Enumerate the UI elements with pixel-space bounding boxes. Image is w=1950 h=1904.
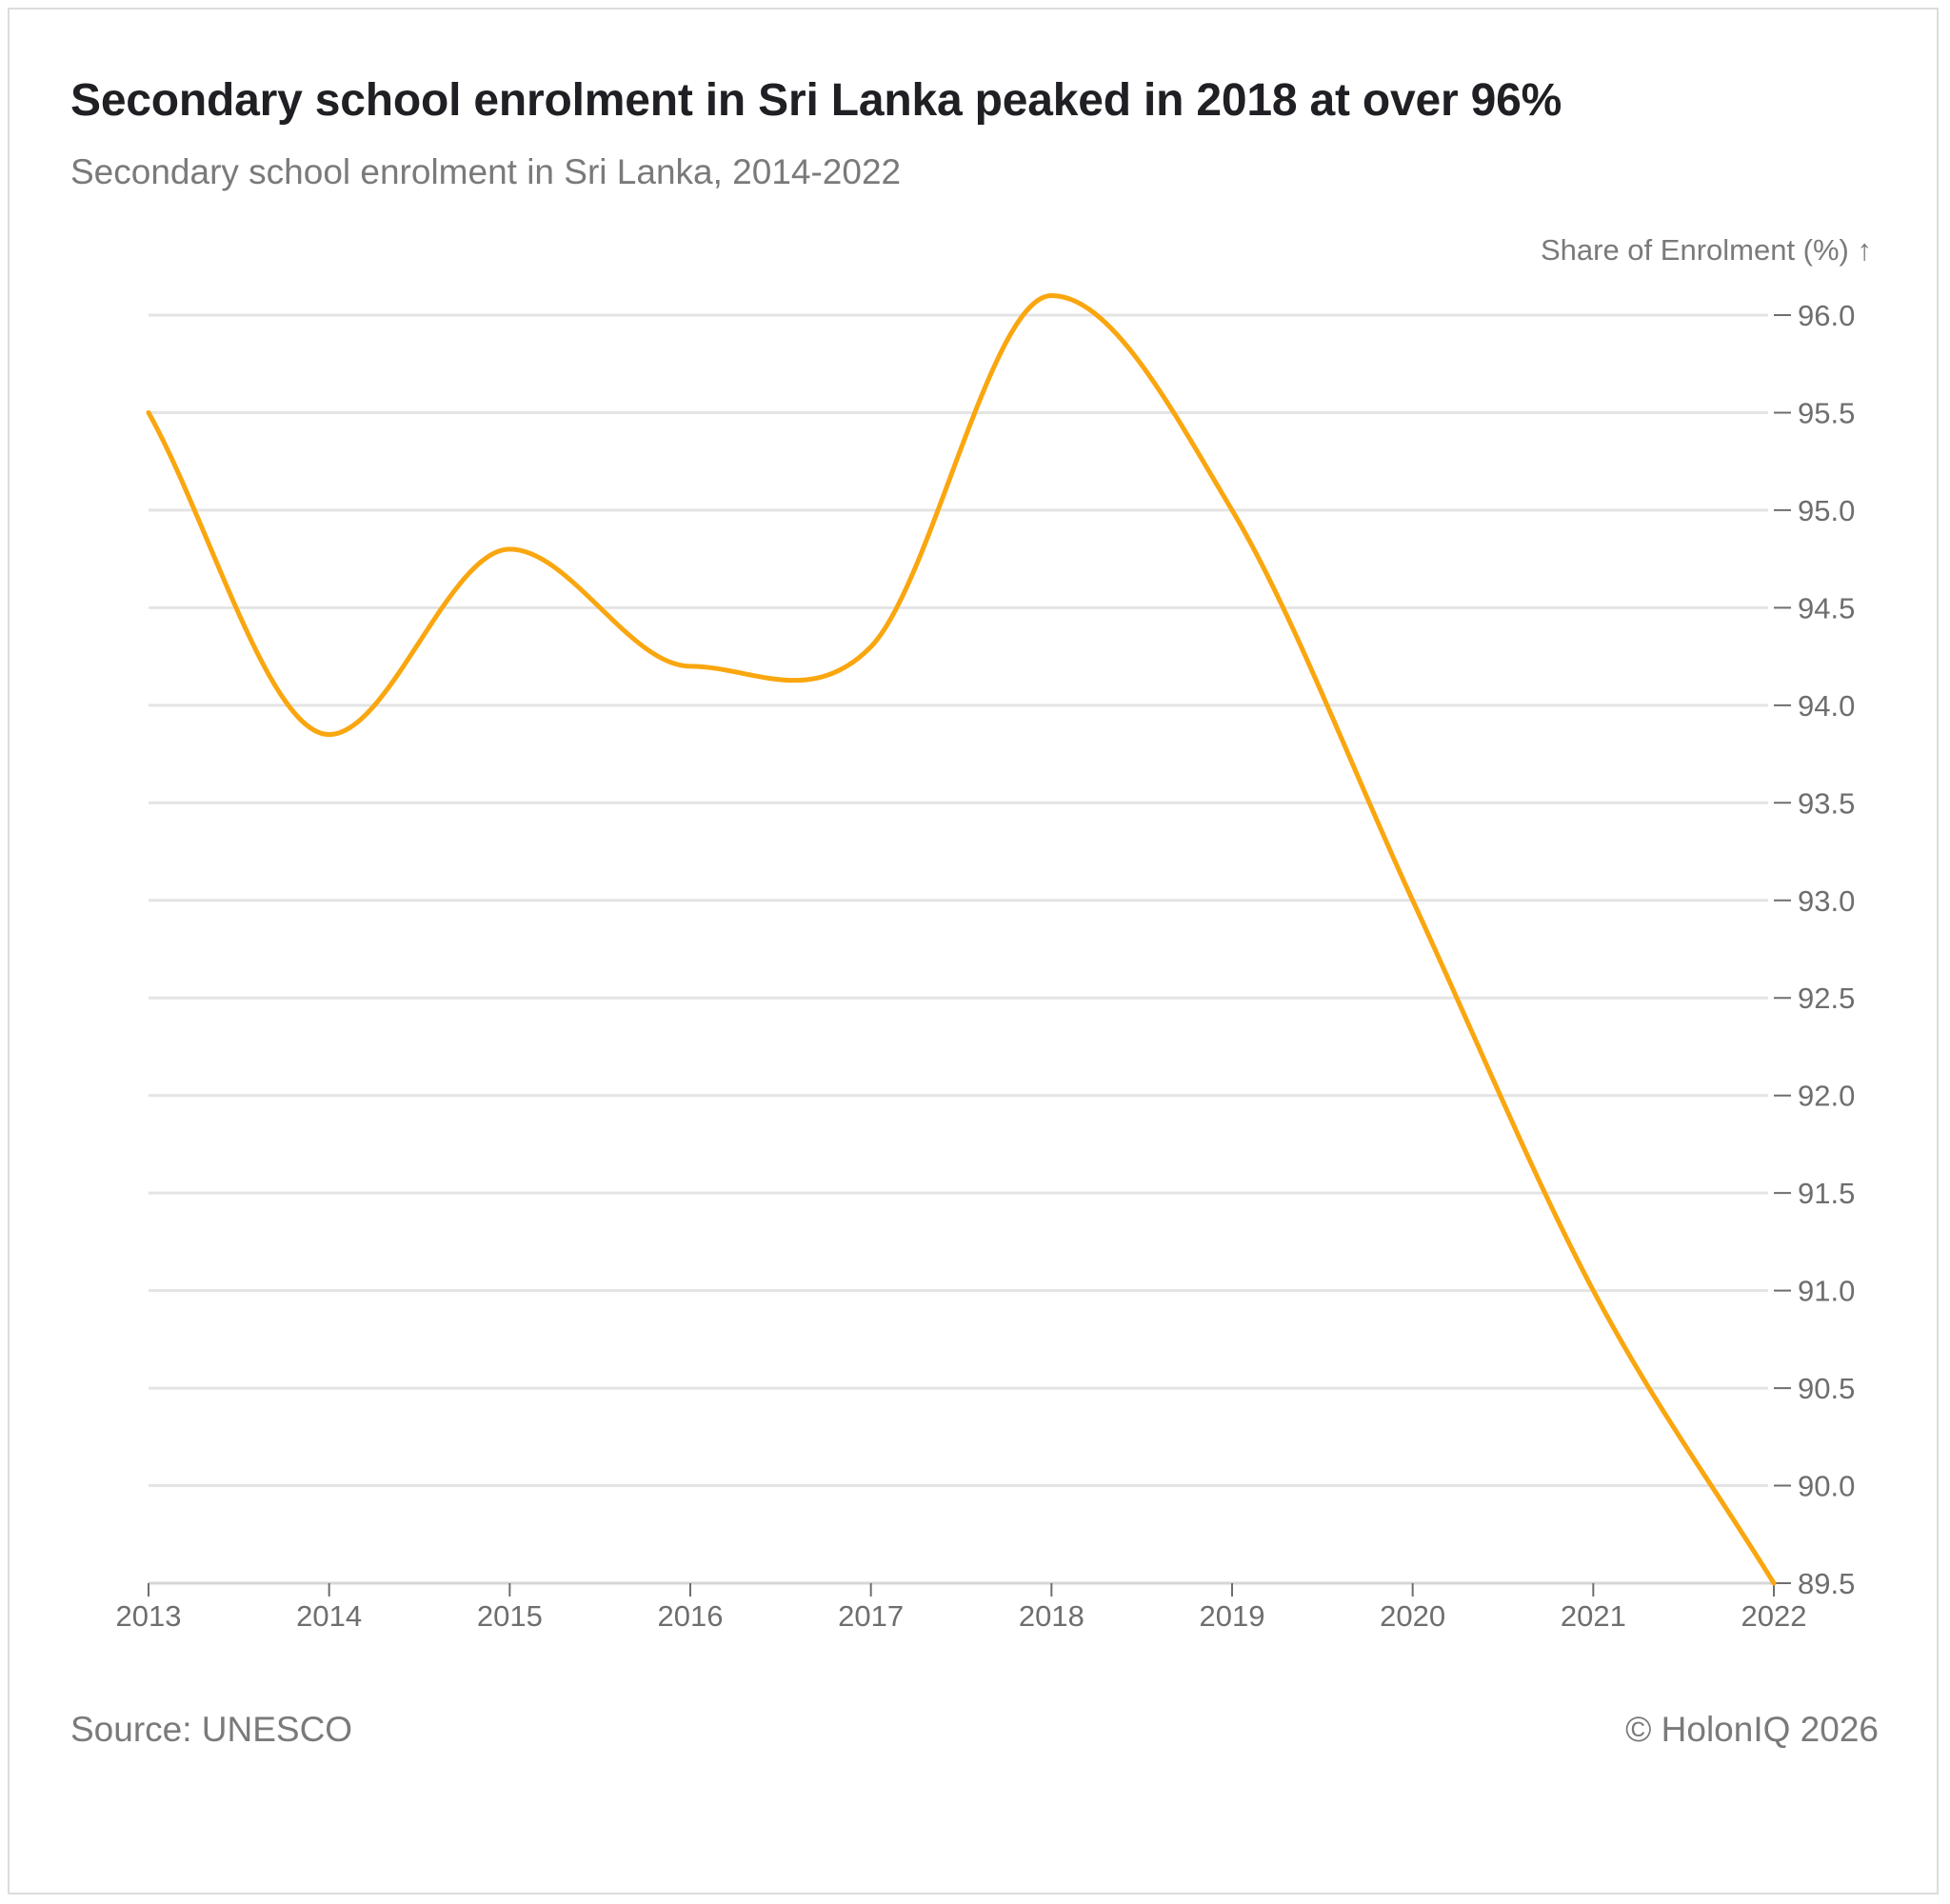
data-point-2018[interactable] <box>1044 288 1059 304</box>
series-line-enrolment[interactable] <box>146 293 1777 1586</box>
y-tick-label: 95.0 <box>1798 494 1855 527</box>
x-tick-label: 2019 <box>1200 1599 1265 1633</box>
x-tick-label: 2021 <box>1561 1599 1626 1633</box>
data-point-2015[interactable] <box>502 542 517 557</box>
y-axis-title: Share of Enrolment (%) ↑ <box>1541 233 1872 267</box>
gridlines <box>149 313 1774 1585</box>
data-point-2020[interactable] <box>1405 893 1421 908</box>
y-tick-label: 91.0 <box>1798 1275 1855 1308</box>
chart-title: Secondary school enrolment in Sri Lanka … <box>70 75 1562 126</box>
y-tick-label: 89.5 <box>1798 1567 1855 1600</box>
x-tick-label: 2020 <box>1380 1599 1445 1633</box>
data-point-2017[interactable] <box>864 639 879 654</box>
data-point-2016[interactable] <box>683 659 698 674</box>
y-tick-label: 91.5 <box>1798 1177 1855 1210</box>
chart-frame <box>8 8 1939 1894</box>
x-tick-label: 2018 <box>1019 1599 1084 1633</box>
y-tick-label: 93.0 <box>1798 884 1855 918</box>
y-tick-label: 90.5 <box>1798 1372 1855 1405</box>
y-tick-label: 94.0 <box>1798 689 1855 723</box>
y-tick-label: 95.5 <box>1798 396 1855 429</box>
x-tick-label: 2015 <box>477 1599 543 1633</box>
x-axis: 2013 2014 2015 2016 2017 2018 2019 2020 2021 2022 <box>116 1583 1807 1633</box>
chart-subtitle: Secondary school enrolment in Sri Lanka,… <box>70 152 902 191</box>
y-tick-label: 96.0 <box>1798 299 1855 332</box>
data-point-2021[interactable] <box>1585 1283 1601 1299</box>
x-tick-label: 2017 <box>838 1599 904 1633</box>
copyright-note: © HolonIQ 2026 <box>1625 1710 1879 1749</box>
data-point-2019[interactable] <box>1224 503 1240 518</box>
y-tick-label: 92.5 <box>1798 982 1855 1015</box>
y-tick-label: 90.0 <box>1798 1470 1855 1503</box>
data-point-2014[interactable] <box>322 727 337 743</box>
y-tick-label: 92.0 <box>1798 1080 1855 1113</box>
x-tick-label: 2014 <box>296 1599 362 1633</box>
x-tick-label: 2016 <box>658 1599 724 1633</box>
y-tick-label: 94.5 <box>1798 591 1855 625</box>
y-axis: 96.0 95.5 95.0 94.5 94.0 93.5 93.0 92.5 92.0 91.5… <box>1774 299 1855 1600</box>
x-tick-label: 2013 <box>116 1599 182 1633</box>
x-tick-label: 2022 <box>1741 1599 1807 1633</box>
source-note: Source: UNESCO <box>70 1710 353 1749</box>
y-tick-label: 93.5 <box>1798 786 1855 820</box>
data-point-2013[interactable] <box>141 405 156 420</box>
data-point-2022[interactable] <box>1766 1576 1781 1591</box>
